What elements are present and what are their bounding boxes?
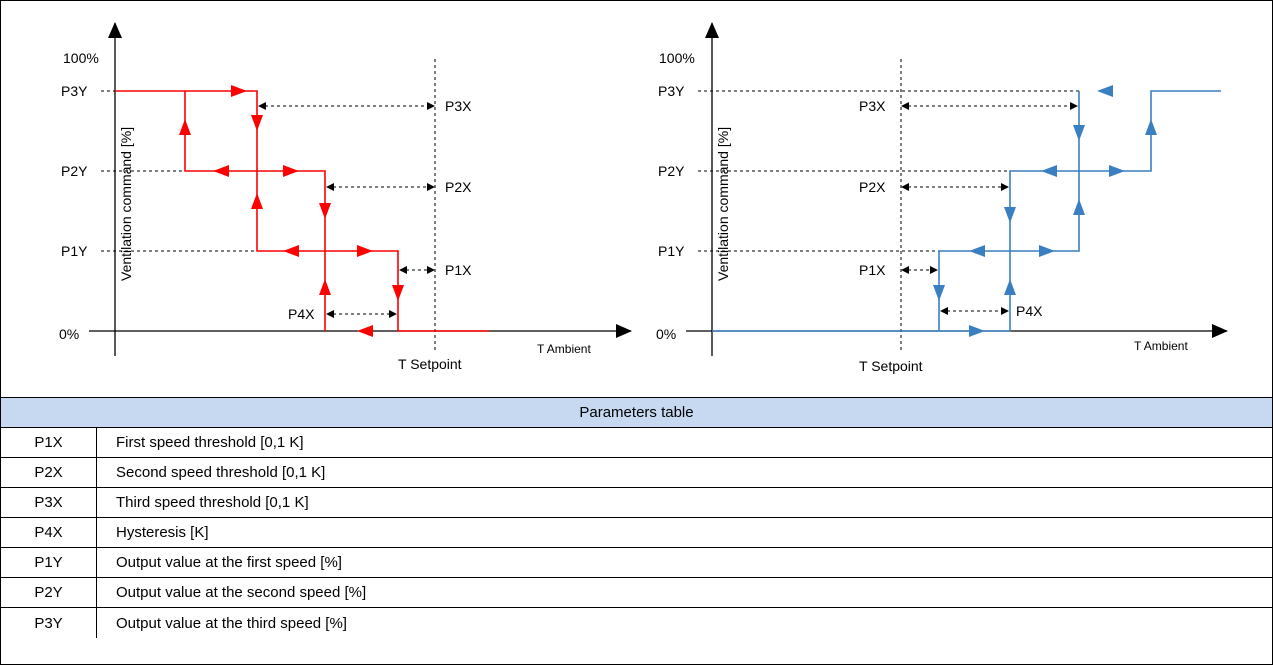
param-code: P3Y <box>1 608 97 638</box>
left-curve <box>115 90 489 332</box>
left-p1y-label: P1Y <box>61 243 88 259</box>
right-p3x-label: P3X <box>859 98 886 114</box>
table-row: P3Y Output value at the third speed [%] <box>1 608 1272 638</box>
param-description: Third speed threshold [0,1 K] <box>116 494 309 511</box>
left-p3y-label: P3Y <box>61 83 88 99</box>
table-row: P1X First speed threshold [0,1 K] <box>1 428 1272 458</box>
right-p1x-label: P1X <box>859 262 886 278</box>
left-y-zero-label: 0% <box>59 326 79 342</box>
right-curve-arrows <box>933 85 1157 337</box>
param-description: Output value at the second speed [%] <box>116 584 367 601</box>
param-description: Second speed threshold [0,1 K] <box>116 464 326 481</box>
param-code: P2Y <box>1 578 97 607</box>
right-x-axis-title: T Ambient <box>1134 339 1188 353</box>
left-p1x-label: P1X <box>445 262 472 278</box>
table-row: P2Y Output value at the second speed [%] <box>1 578 1272 608</box>
param-description: Output value at the first speed [%] <box>116 554 342 571</box>
param-code: P1Y <box>1 548 97 577</box>
right-p1y-label: P1Y <box>658 243 685 259</box>
left-y-axis-title: Ventilation command [%] <box>118 127 134 281</box>
param-description: Hysteresis [K] <box>116 524 209 541</box>
param-code: P2X <box>1 458 97 487</box>
right-p4x-label: P4X <box>1016 303 1043 319</box>
right-p3y-label: P3Y <box>658 83 685 99</box>
left-x-axis-title: T Ambient <box>537 342 591 356</box>
left-diagram: 100% 0% P3Y P2Y P1Y Ventilation command … <box>59 22 632 372</box>
table-row: P3X Third speed threshold [0,1 K] <box>1 488 1272 518</box>
right-setpoint-label: T Setpoint <box>859 358 923 374</box>
right-y-zero-label: 0% <box>656 326 676 342</box>
param-description: Output value at the third speed [%] <box>116 614 347 632</box>
param-code: P4X <box>1 518 97 547</box>
right-y-axis-title: Ventilation command [%] <box>715 127 731 281</box>
left-p2y-label: P2Y <box>61 163 88 179</box>
param-code: P1X <box>1 428 97 457</box>
table-row: P1Y Output value at the first speed [%] <box>1 548 1272 578</box>
hysteresis-diagrams: 100% 0% P3Y P2Y P1Y Ventilation command … <box>1 1 1272 398</box>
table-row: P2X Second speed threshold [0,1 K] <box>1 458 1272 488</box>
left-curve-arrows <box>179 85 404 337</box>
right-p2y-label: P2Y <box>658 163 685 179</box>
left-setpoint-label: T Setpoint <box>398 356 462 372</box>
param-code: P3X <box>1 488 97 517</box>
right-diagram: 100% 0% P3Y P2Y P1Y Ventilation command … <box>656 22 1228 374</box>
left-y-top-label: 100% <box>63 50 99 66</box>
table-row: P4X Hysteresis [K] <box>1 518 1272 548</box>
left-p3x-label: P3X <box>445 98 472 114</box>
param-description: First speed threshold [0,1 K] <box>116 434 304 451</box>
right-y-top-label: 100% <box>659 50 695 66</box>
left-p2x-label: P2X <box>445 179 472 195</box>
right-p2x-label: P2X <box>859 179 886 195</box>
left-p4x-label: P4X <box>288 306 315 322</box>
right-curve <box>712 90 1221 332</box>
diagram-canvas: 100% 0% P3Y P2Y P1Y Ventilation command … <box>59 22 1228 374</box>
parameters-table-title: Parameters table <box>1 398 1272 428</box>
